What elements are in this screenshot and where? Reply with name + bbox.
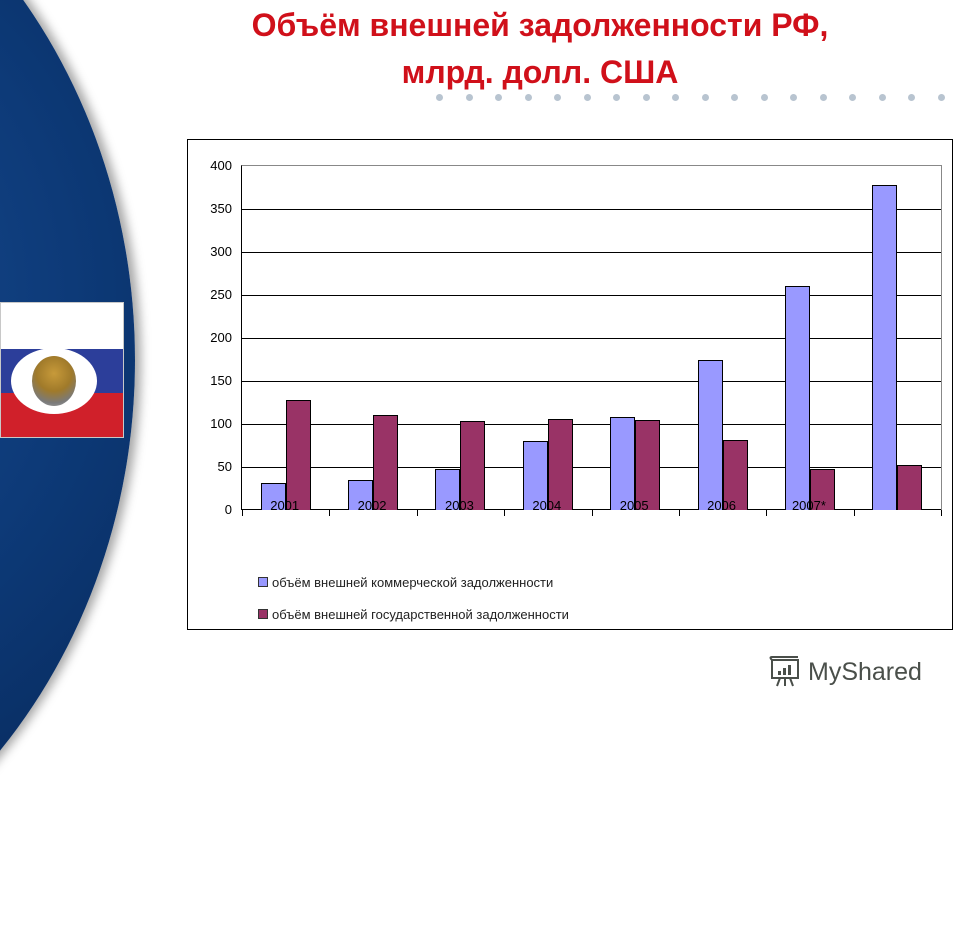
gridline bbox=[242, 295, 941, 296]
bar bbox=[285, 399, 311, 510]
bar bbox=[872, 184, 898, 510]
title-line-1: Объём внешней задолженности РФ, bbox=[251, 7, 829, 43]
plot-area: 400 350 300 250 200 150 100 50 0 bbox=[210, 158, 942, 517]
gridline bbox=[242, 209, 941, 210]
x-tick-mark bbox=[329, 510, 331, 516]
bar bbox=[373, 415, 399, 510]
legend: объём внешней коммерческой задолженности… bbox=[258, 566, 569, 630]
x-tick-label: 2007* bbox=[791, 498, 826, 513]
gridline bbox=[242, 381, 941, 382]
y-tick-label: 0 bbox=[224, 502, 232, 517]
bar bbox=[547, 418, 573, 510]
bar bbox=[897, 465, 923, 510]
decorative-blue-arc bbox=[0, 0, 135, 940]
bar bbox=[635, 419, 661, 510]
y-tick-label: 250 bbox=[210, 287, 232, 302]
brand-text: MyShared bbox=[808, 657, 922, 686]
legend-label: объём внешней государственной задолженно… bbox=[272, 606, 569, 622]
bar bbox=[260, 483, 286, 510]
y-tick-label: 50 bbox=[217, 459, 232, 474]
x-tick-label: 2006 bbox=[707, 498, 737, 513]
y-tick-label: 400 bbox=[210, 158, 232, 173]
gridline bbox=[242, 467, 941, 468]
russian-flag-emblem bbox=[0, 302, 124, 438]
title-line-2: млрд. долл. США bbox=[401, 54, 679, 90]
gridline bbox=[242, 338, 941, 339]
bar bbox=[522, 441, 548, 510]
coat-of-arms-icon bbox=[11, 348, 97, 414]
x-tick-label: 2005 bbox=[619, 498, 649, 513]
bar bbox=[809, 468, 835, 510]
gridline bbox=[242, 424, 941, 425]
y-tick-label: 300 bbox=[210, 244, 232, 259]
slide-title: Объём внешней задолженности РФ, млрд. до… bbox=[190, 2, 890, 96]
x-tick-label: 2004 bbox=[532, 498, 562, 513]
bar bbox=[460, 420, 486, 510]
presentation-board-icon bbox=[769, 656, 799, 687]
y-tick-label: 200 bbox=[210, 330, 232, 345]
brand-watermark: MyShared bbox=[768, 656, 922, 688]
chart: 400 350 300 250 200 150 100 50 0 2001 2002 2003 200… bbox=[187, 139, 953, 630]
x-tick-mark bbox=[504, 510, 506, 516]
x-tick-mark bbox=[591, 510, 593, 516]
x-tick-mark bbox=[941, 510, 942, 516]
bar bbox=[435, 468, 461, 510]
gridline bbox=[242, 252, 941, 253]
x-tick-label: 2002 bbox=[357, 498, 387, 513]
legend-swatch bbox=[258, 577, 268, 587]
x-tick-mark bbox=[766, 510, 768, 516]
x-tick-label: 2001 bbox=[270, 498, 300, 513]
legend-item-government: объём внешней государственной задолженно… bbox=[258, 598, 569, 630]
x-tick-mark bbox=[416, 510, 418, 516]
y-tick-label: 150 bbox=[210, 373, 232, 388]
x-tick-mark bbox=[853, 510, 855, 516]
y-tick-label: 350 bbox=[210, 201, 232, 216]
legend-swatch bbox=[258, 609, 268, 619]
x-tick-mark bbox=[242, 510, 243, 516]
y-tick-label: 100 bbox=[210, 416, 232, 431]
x-axis bbox=[242, 509, 941, 510]
bar bbox=[697, 359, 723, 510]
x-tick-mark bbox=[678, 510, 680, 516]
x-tick-label: 2003 bbox=[444, 498, 474, 513]
bar bbox=[784, 285, 810, 510]
decorative-dots bbox=[436, 94, 945, 101]
legend-item-commercial: объём внешней коммерческой задолженности bbox=[258, 566, 569, 598]
bar bbox=[348, 479, 374, 510]
legend-label: объём внешней коммерческой задолженности bbox=[272, 574, 554, 590]
bar bbox=[610, 417, 636, 510]
bar bbox=[722, 440, 748, 510]
